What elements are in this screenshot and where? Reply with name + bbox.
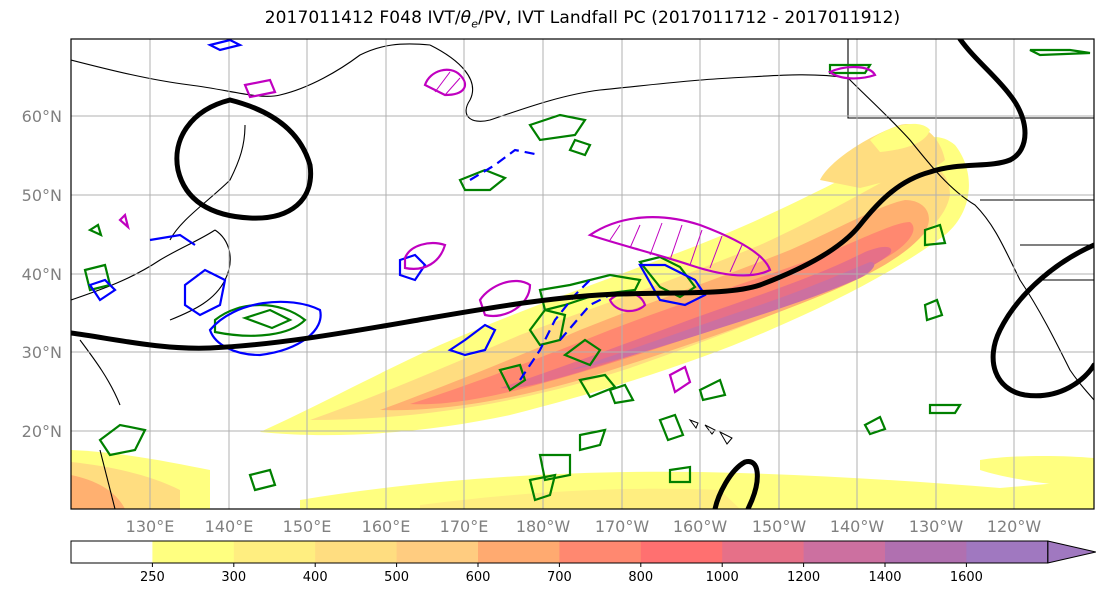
colorbar-segment — [315, 541, 398, 563]
colorbar-tick-label: 1600 — [950, 570, 983, 585]
colorbar-segment — [559, 541, 642, 563]
colorbar-tick-label: 700 — [547, 570, 572, 585]
colorbar-tick-label: 600 — [466, 570, 491, 585]
colorbar-segment — [152, 541, 235, 563]
lon-label-130w: 130°W — [909, 517, 964, 536]
colorbar-segment — [966, 541, 1049, 563]
gridlines — [71, 39, 1094, 509]
lon-label-180w: 180°W — [516, 517, 571, 536]
lat-label-40: 40°N — [22, 265, 62, 284]
colorbar-tick-label: 300 — [221, 570, 246, 585]
pv-dashed-contours — [469, 148, 611, 381]
colorbar-tick-label: 250 — [140, 570, 165, 585]
colorbar-segment — [885, 541, 967, 563]
colorbar-segment — [396, 541, 479, 563]
lat-label-30: 30°N — [22, 343, 62, 362]
colorbar-tick-label: 400 — [303, 570, 328, 585]
colorbar-tick-label: 1000 — [706, 570, 739, 585]
colorbar-tick-label: 800 — [628, 570, 653, 585]
colorbar-segment — [640, 541, 723, 563]
colorbar-segment — [722, 541, 805, 563]
ivt-fill — [71, 123, 1094, 509]
colorbar-segment — [478, 541, 560, 563]
lon-label-160w: 160°W — [673, 517, 728, 536]
colorbar: 250 300 400 500 600 700 800 1000 1200 1400 1600 — [70, 540, 1096, 585]
pv-negative-contours — [83, 48, 1091, 502]
theta-e-hatching — [434, 71, 761, 276]
lon-label-170e: 170°E — [440, 517, 489, 536]
map-frame — [70, 38, 1095, 510]
colorbar-tick-label: 1400 — [868, 570, 901, 585]
landfall-pc-contours — [71, 39, 1094, 509]
title-theta-sub: e — [471, 17, 479, 31]
colorbar-tick-label: 500 — [384, 570, 409, 585]
chart-title: 2017011412 F048 IVT/θe/PV, IVT Landfall … — [0, 8, 1105, 30]
lon-label-140e: 140°E — [205, 517, 254, 536]
lon-label-150w: 150°W — [752, 517, 807, 536]
lon-label-150e: 150°E — [283, 517, 332, 536]
colorbar-tick-label: 1200 — [787, 570, 820, 585]
latitude-labels: 60°N 50°N 40°N 30°N 20°N — [22, 107, 62, 441]
colorbar-segment — [233, 541, 316, 563]
islands — [688, 418, 733, 445]
colorbar-extend-arrow — [1047, 540, 1096, 564]
lat-label-60: 60°N — [22, 107, 62, 126]
lon-label-160e: 160°E — [362, 517, 411, 536]
colorbar-segment — [71, 541, 153, 563]
lat-label-20: 20°N — [22, 422, 62, 441]
title-prefix: 2017011412 F048 IVT/ — [264, 8, 461, 28]
lon-label-130e: 130°E — [126, 517, 175, 536]
lon-label-120w: 120°W — [987, 517, 1042, 536]
colorbar-segment — [803, 541, 886, 563]
title-suffix: /PV, IVT Landfall PC (2017011712 - 20170… — [478, 8, 901, 28]
longitude-labels: 130°E 140°E 150°E 160°E 170°E 180°W 170°… — [126, 517, 1042, 536]
lon-label-140w: 140°W — [830, 517, 885, 536]
pv-positive-contours — [88, 39, 707, 357]
lon-label-170w: 170°W — [595, 517, 650, 536]
lat-label-50: 50°N — [22, 186, 62, 205]
title-theta: θ — [460, 8, 472, 28]
